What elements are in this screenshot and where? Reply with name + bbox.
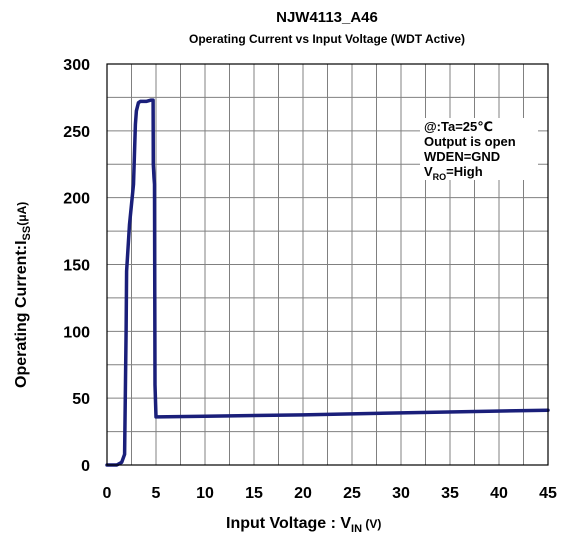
grid-lines [107, 64, 548, 465]
y-tick-label: 250 [63, 124, 90, 141]
y-axis-label: Operating Current:ISS(μA) [13, 202, 33, 388]
x-tick-label: 45 [539, 485, 557, 502]
series-layer [105, 98, 550, 467]
x-tick-label: 40 [490, 485, 508, 502]
x-tick-label: 20 [294, 485, 312, 502]
chart-title: NJW4113_A46 [276, 9, 378, 26]
y-tick-label: 0 [81, 458, 90, 475]
x-tick-label: 5 [152, 485, 161, 502]
annotation-vro-prefix: V [424, 164, 433, 179]
annotation-output: Output is open [424, 134, 516, 149]
y-tick-label: 100 [63, 324, 90, 341]
annotation-box: @:Ta=25℃ Output is open WDEN=GND VRO=Hig… [420, 118, 538, 182]
x-tick-label: 10 [196, 485, 214, 502]
x-tick-label: 30 [392, 485, 410, 502]
series-line-1 [105, 98, 550, 467]
y-tick-label: 200 [63, 191, 90, 208]
y-tick-label: 300 [63, 57, 90, 74]
plot-frame [106, 63, 549, 466]
annotation-temperature: @:Ta=25℃ [424, 119, 493, 134]
annotation-vro-suffix: =High [446, 164, 483, 179]
y-tick-label: 150 [63, 258, 90, 275]
x-tick-label: 15 [245, 485, 263, 502]
y-tick-labels: 0 50 100 150 200 250 300 [63, 57, 90, 475]
x-axis-label: Input Voltage : VIN (V) [226, 515, 381, 535]
x-axis-label-sub: IN [351, 523, 362, 535]
x-axis-label-main: Input Voltage : V [226, 515, 351, 532]
x-axis-label-unit: (V) [362, 517, 381, 531]
x-tick-label: 35 [441, 485, 459, 502]
annotation-background [420, 118, 538, 180]
annotation-wden: WDEN=GND [424, 149, 500, 164]
x-tick-labels: 0 5 10 15 20 25 30 35 40 45 [103, 485, 557, 502]
x-tick-label: 0 [103, 485, 112, 502]
annotation-vro: VRO=High [424, 164, 483, 182]
y-tick-label: 50 [72, 391, 90, 408]
y-axis-label-unit: (μA) [15, 202, 29, 226]
y-axis-label-sub: SS [21, 226, 33, 241]
chart-subtitle: Operating Current vs Input Voltage (WDT … [189, 32, 465, 46]
x-tick-label: 25 [343, 485, 361, 502]
y-axis-label-main: Operating Current:I [13, 240, 30, 388]
annotation-vro-sub: RO [433, 172, 447, 182]
